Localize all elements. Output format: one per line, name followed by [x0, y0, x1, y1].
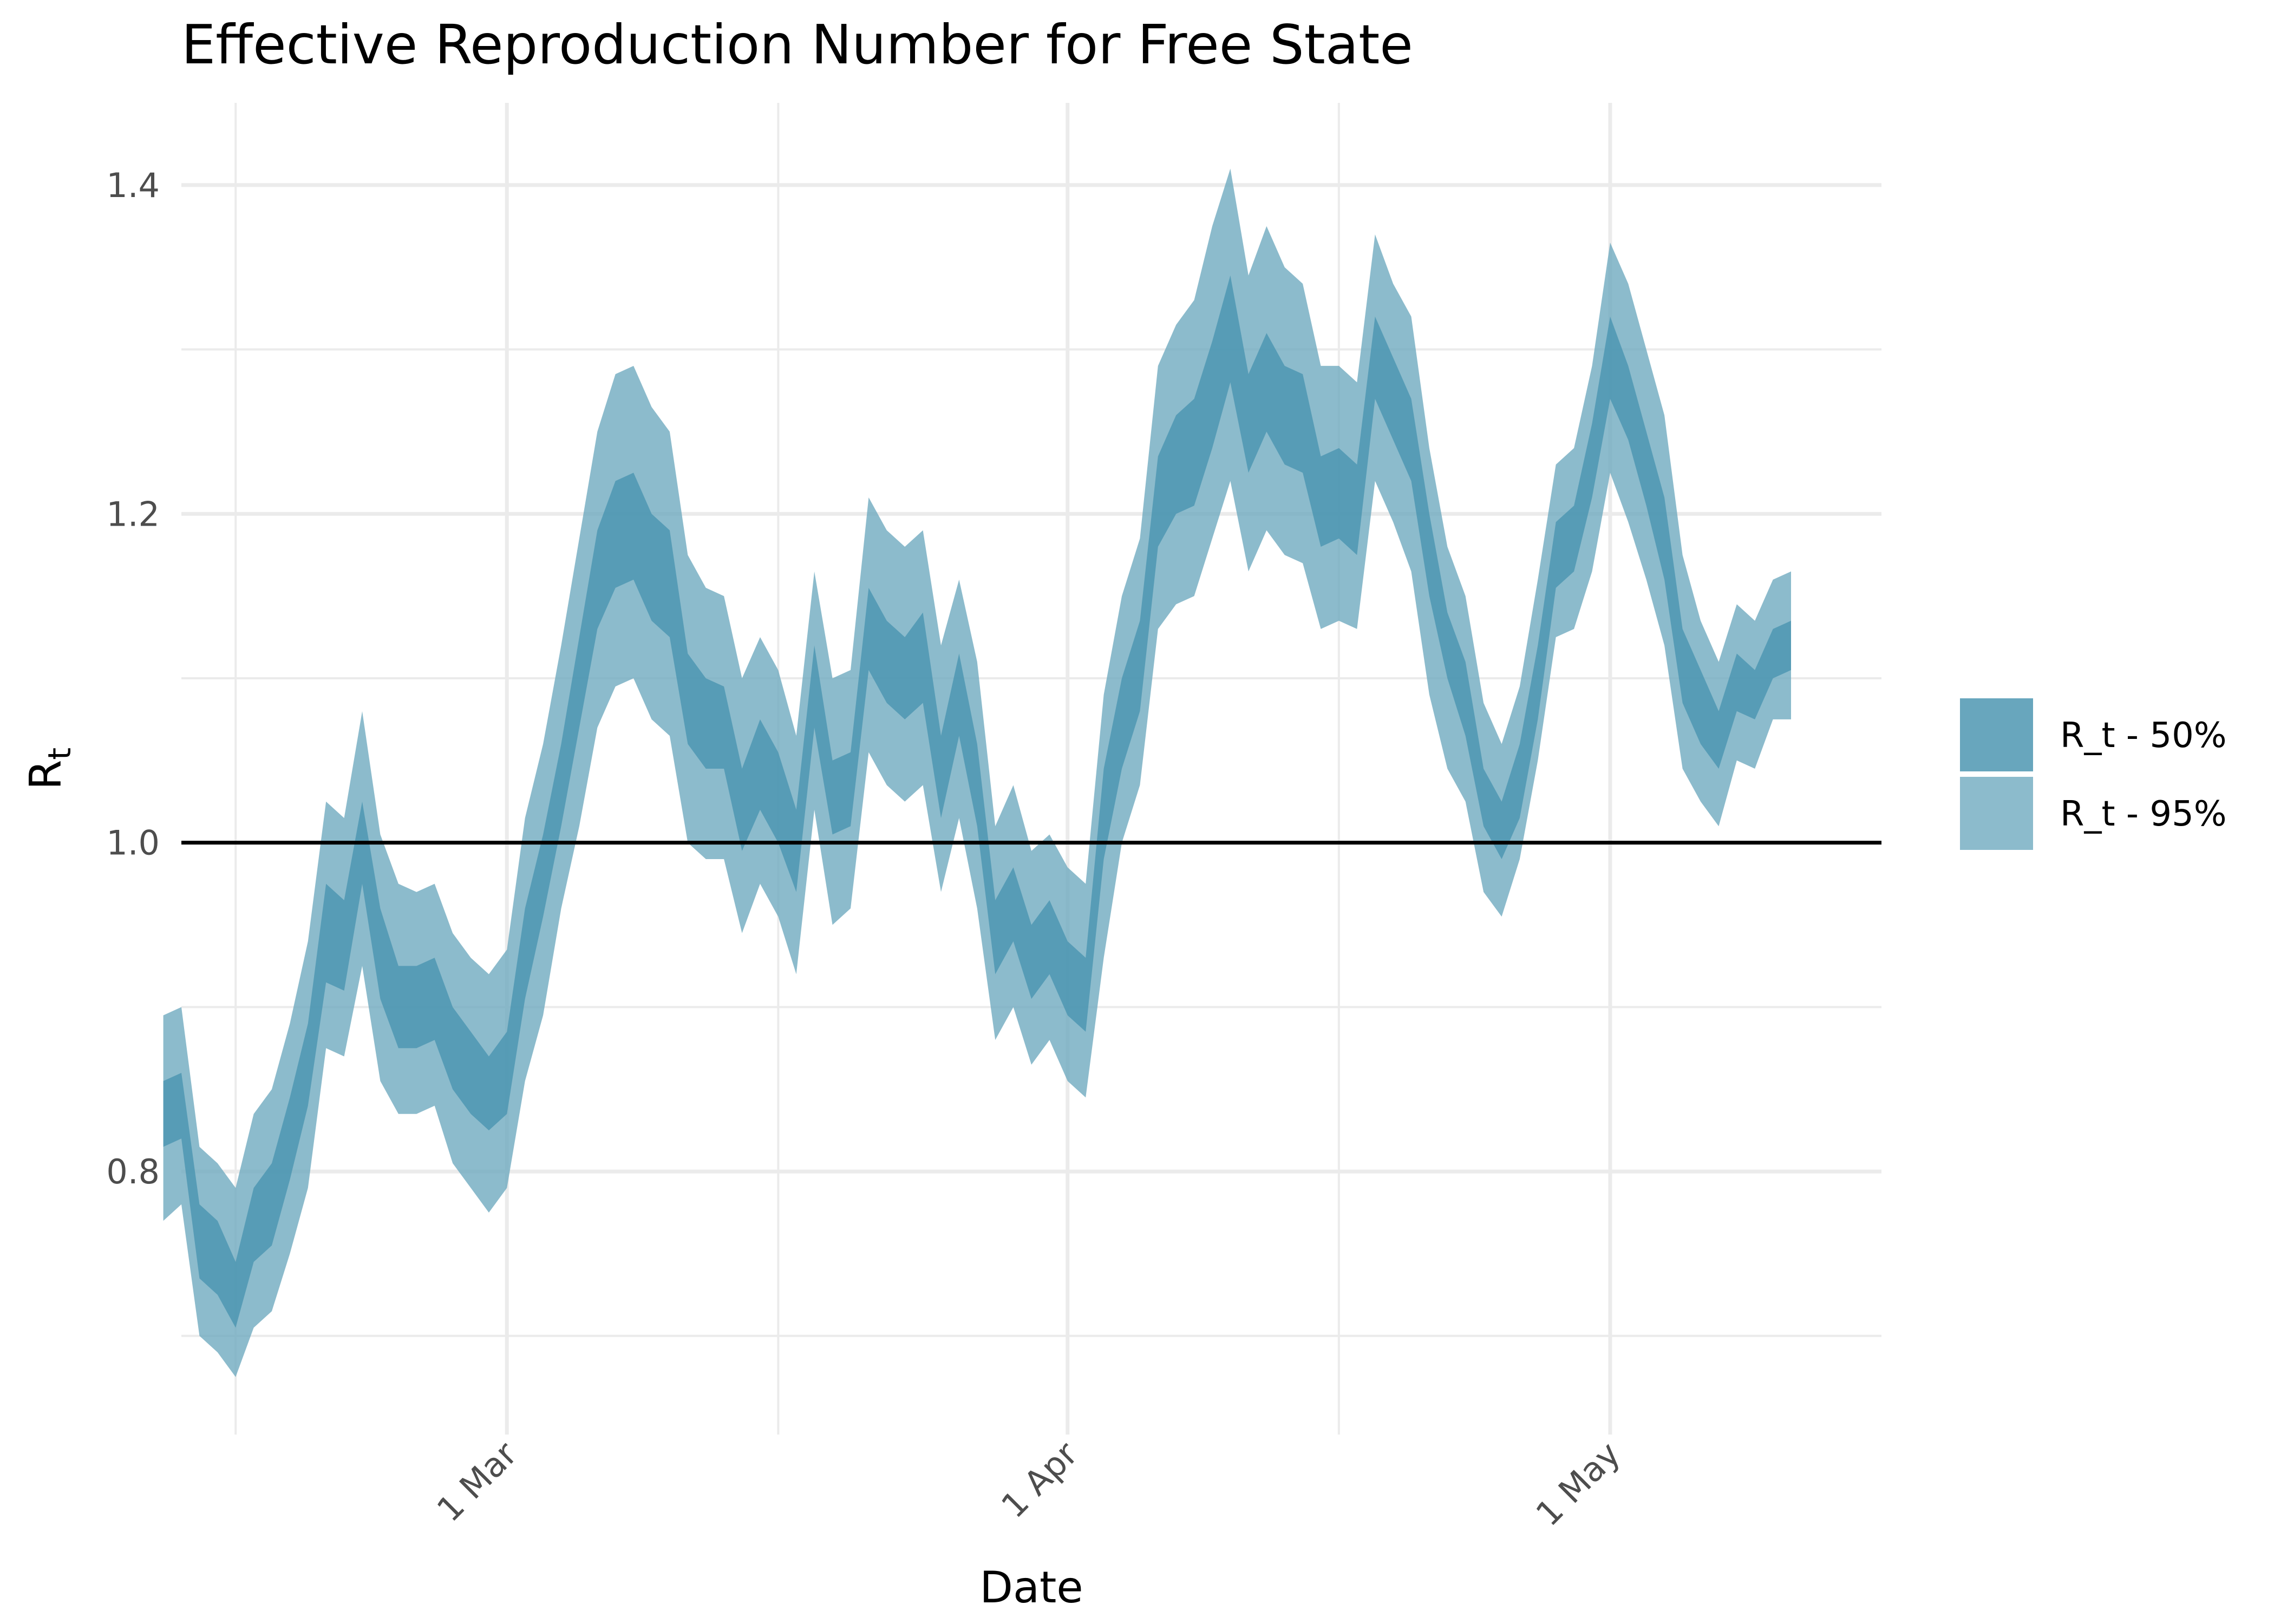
x-axis-ticks: 1 Mar 1 Apr 1 May: [429, 1434, 1628, 1534]
legend-label-1: R_t - 95%: [2060, 794, 2227, 834]
y-axis-title: Rt: [21, 748, 78, 790]
chart-title: Effective Reproduction Number for Free S…: [181, 13, 1413, 76]
legend-label-0: R_t - 50%: [2060, 716, 2227, 756]
band-50: [163, 275, 1791, 1328]
legend: R_t - 50% R_t - 95%: [1960, 698, 2227, 850]
y-tick-label-3: 1.4: [106, 166, 160, 205]
x-tick-label-2: 1 May: [1528, 1434, 1628, 1534]
y-axis-title-subscript: t: [41, 748, 78, 760]
legend-key-1: [1960, 777, 2033, 850]
x-tick-label-0: 1 Mar: [429, 1434, 525, 1530]
y-tick-label-0: 0.8: [106, 1152, 160, 1191]
y-tick-label-2: 1.2: [106, 494, 160, 534]
y-tick-label-1: 1.0: [106, 823, 160, 863]
x-tick-label-1: 1 Apr: [994, 1434, 1086, 1526]
bands: [163, 168, 1791, 1377]
y-axis-title-main: R: [21, 760, 71, 790]
x-axis-title: Date: [979, 1562, 1083, 1613]
y-axis-ticks: 0.8 1.0 1.2 1.4: [106, 166, 160, 1191]
legend-key-0: [1960, 698, 2033, 771]
